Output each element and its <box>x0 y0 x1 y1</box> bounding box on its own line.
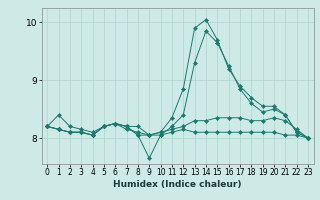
X-axis label: Humidex (Indice chaleur): Humidex (Indice chaleur) <box>113 180 242 189</box>
